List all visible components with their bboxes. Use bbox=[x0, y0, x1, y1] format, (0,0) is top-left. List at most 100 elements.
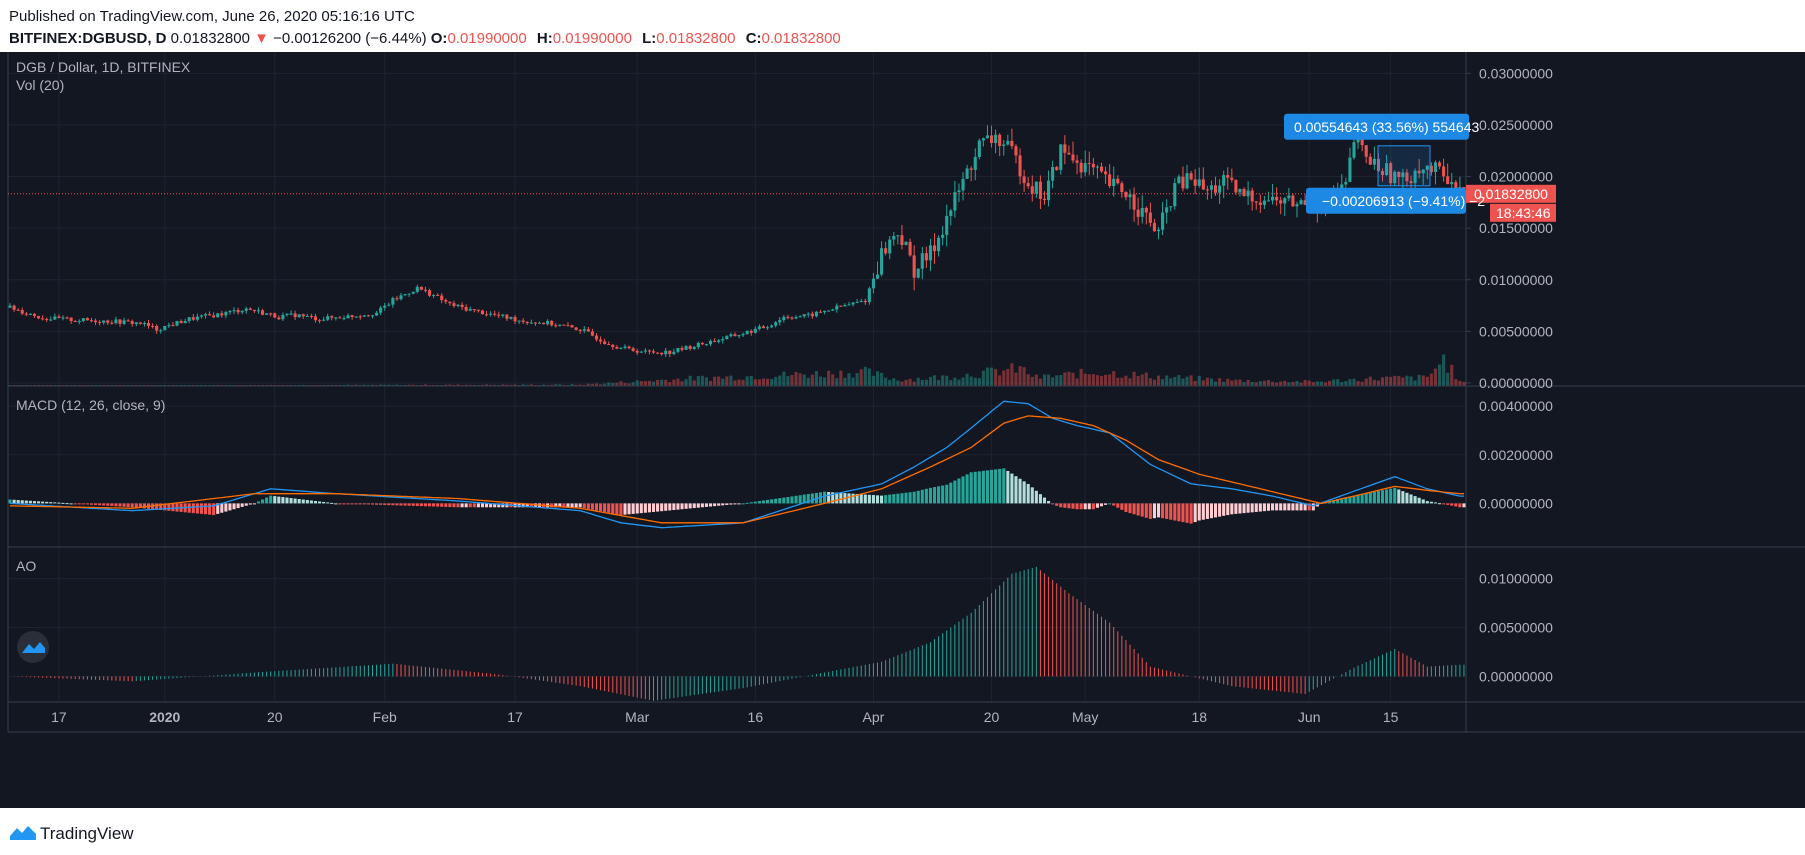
candle-body bbox=[647, 350, 651, 352]
macd-histogram-bar bbox=[619, 503, 623, 516]
candle-body bbox=[1262, 200, 1266, 205]
macd-histogram-bar bbox=[1307, 503, 1311, 511]
macd-histogram-bar bbox=[1368, 492, 1372, 504]
volume-bar bbox=[827, 370, 831, 386]
volume-bar bbox=[692, 380, 696, 386]
macd-histogram-bar bbox=[713, 503, 717, 507]
volume-bar bbox=[1234, 379, 1238, 386]
candle-body bbox=[733, 334, 737, 337]
volume-bar bbox=[1104, 374, 1108, 386]
macd-histogram-bar bbox=[924, 488, 928, 504]
volume-bar bbox=[1059, 374, 1063, 386]
volume-bar bbox=[823, 377, 827, 386]
candle-body bbox=[574, 327, 578, 330]
macd-histogram-bar bbox=[835, 492, 839, 504]
volume-bar bbox=[619, 381, 623, 386]
macd-histogram-bar bbox=[415, 503, 419, 506]
price-pane[interactable] bbox=[8, 125, 1466, 386]
chart-header: Published on TradingView.com, June 26, 2… bbox=[0, 0, 1805, 52]
macd-histogram-bar bbox=[1022, 481, 1026, 504]
volume-bar bbox=[391, 384, 395, 386]
volume-bar bbox=[676, 378, 680, 386]
candle-body bbox=[419, 286, 423, 290]
candle-body bbox=[370, 315, 375, 317]
last-price: 0.01832800 bbox=[170, 30, 250, 47]
macd-histogram-bar bbox=[456, 503, 460, 508]
macd-histogram-bar bbox=[122, 503, 126, 507]
candle-body bbox=[277, 317, 281, 320]
tradingview-brand: TradingView bbox=[40, 824, 134, 843]
macd-histogram-bar bbox=[497, 503, 501, 508]
candle-body bbox=[452, 303, 456, 306]
volume-bar bbox=[782, 371, 786, 386]
candle-body bbox=[908, 241, 912, 256]
volume-bar bbox=[603, 383, 607, 386]
candle-body bbox=[607, 344, 611, 346]
volume-bar bbox=[1328, 380, 1332, 386]
volume-bar bbox=[440, 384, 444, 386]
macd-histogram-bar bbox=[615, 503, 619, 515]
volume-bar bbox=[1226, 378, 1230, 386]
candle-body bbox=[1446, 176, 1450, 185]
candle-body bbox=[1197, 179, 1201, 186]
macd-histogram-bar bbox=[607, 503, 611, 513]
candle-body bbox=[1144, 207, 1148, 213]
candle-body bbox=[399, 295, 403, 300]
volume-bar bbox=[1446, 372, 1450, 386]
candle-body bbox=[20, 310, 24, 314]
symbol-label: BITFINEX:DGBUSD, D bbox=[9, 30, 167, 47]
macd-histogram-bar bbox=[680, 503, 684, 510]
volume-bar bbox=[1385, 376, 1389, 386]
volume-bar bbox=[1271, 381, 1275, 386]
candle-body bbox=[802, 314, 806, 317]
candle-body bbox=[594, 335, 599, 340]
candle-body bbox=[1433, 162, 1438, 173]
macd-histogram-bar bbox=[480, 503, 485, 508]
macd-histogram-bar bbox=[94, 503, 98, 505]
candle-body bbox=[847, 304, 851, 306]
volume-bar bbox=[778, 375, 782, 386]
macd-pane[interactable] bbox=[8, 400, 1466, 529]
x-tick-label: 2020 bbox=[149, 709, 180, 725]
candle-body bbox=[77, 320, 81, 322]
volume-bar bbox=[248, 384, 252, 386]
macd-histogram-bar bbox=[1209, 503, 1214, 519]
macd-histogram-bar bbox=[1128, 503, 1132, 514]
macd-histogram-bar bbox=[1132, 503, 1136, 515]
candle-body bbox=[790, 317, 794, 319]
volume-bar bbox=[607, 382, 611, 386]
candle-body bbox=[1368, 156, 1372, 165]
candle-body bbox=[1385, 163, 1389, 176]
candle-body bbox=[1299, 200, 1303, 205]
change-arrow: ▼ bbox=[254, 30, 269, 47]
volume-bar bbox=[1409, 376, 1413, 386]
volume-bar bbox=[1132, 371, 1136, 386]
candle-body bbox=[599, 339, 603, 342]
volume-bar bbox=[615, 382, 619, 386]
macd-histogram-bar bbox=[281, 497, 285, 504]
chart-canvas[interactable]: 17 2020 20 Feb 17 Mar 16 Apr 20 May 18 Jun 150.03000… bbox=[0, 52, 1805, 808]
candle-body bbox=[102, 320, 106, 323]
volume-bar bbox=[753, 379, 757, 386]
volume-bar bbox=[1295, 380, 1299, 386]
macd-histogram-bar bbox=[794, 495, 798, 504]
ao-pane[interactable] bbox=[10, 566, 1465, 701]
volume-bar bbox=[505, 384, 509, 386]
macd-histogram-bar bbox=[252, 503, 256, 505]
volume-bar bbox=[1026, 374, 1030, 386]
macd-histogram-bar bbox=[32, 501, 37, 504]
macd-histogram-bar bbox=[635, 503, 639, 514]
candle-body bbox=[1364, 145, 1368, 157]
volume-bar bbox=[1010, 363, 1014, 386]
volume-bar bbox=[1299, 382, 1303, 386]
candle-body bbox=[1279, 200, 1283, 204]
macd-histogram-bar bbox=[265, 497, 269, 504]
volume-bar bbox=[1401, 377, 1405, 386]
volume-bar bbox=[1364, 378, 1368, 386]
close-label: C: bbox=[745, 30, 762, 47]
macd-histogram-bar bbox=[1034, 490, 1038, 504]
candle-body bbox=[603, 341, 607, 345]
macd-histogram-bar bbox=[729, 503, 733, 505]
volume-bar bbox=[1209, 378, 1214, 386]
volume-bar bbox=[1376, 380, 1380, 386]
